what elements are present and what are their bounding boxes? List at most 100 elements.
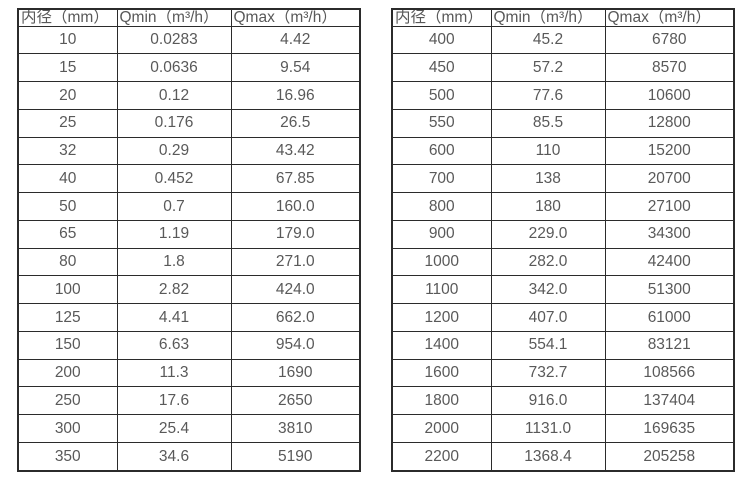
table-cell: 27100 bbox=[604, 192, 735, 221]
table-cell: 2.82 bbox=[116, 275, 232, 304]
table-cell: 205258 bbox=[604, 441, 735, 472]
table-cell: 550 bbox=[391, 108, 492, 138]
table-cell: 0.7 bbox=[116, 192, 232, 221]
table-cell: 1690 bbox=[230, 358, 361, 388]
table-cell: 45.2 bbox=[490, 25, 606, 55]
table-cell: 1200 bbox=[391, 303, 492, 332]
table-cell: 42400 bbox=[604, 247, 735, 277]
table-cell: 169635 bbox=[604, 414, 735, 443]
table-row: 2200 1368.4 205258 bbox=[391, 441, 735, 472]
header-row: 内径（mm） Qmin（m³/h） Qmax（m³/h） bbox=[17, 8, 361, 27]
table-cell: 250 bbox=[17, 386, 118, 415]
table-cell: 160.0 bbox=[230, 192, 361, 221]
column-header: 内径（mm） bbox=[17, 8, 118, 27]
table-cell: 1800 bbox=[391, 386, 492, 415]
table-row: 2000 1131.0 169635 bbox=[391, 414, 735, 443]
table-cell: 10600 bbox=[604, 81, 735, 110]
table-cell: 0.12 bbox=[116, 81, 232, 110]
table-cell: 32 bbox=[17, 136, 118, 166]
table-row: 1800 916.0 137404 bbox=[391, 386, 735, 415]
table-cell: 0.176 bbox=[116, 108, 232, 138]
table-cell: 916.0 bbox=[490, 386, 606, 415]
table-cell: 20 bbox=[17, 81, 118, 110]
table-cell: 1600 bbox=[391, 358, 492, 388]
table-cell: 700 bbox=[391, 164, 492, 193]
table-cell: 15 bbox=[17, 53, 118, 82]
table-cell: 25.4 bbox=[116, 414, 232, 443]
table-cell: 1131.0 bbox=[490, 414, 606, 443]
table-row: 1000 282.0 42400 bbox=[391, 247, 735, 277]
table-cell: 25 bbox=[17, 108, 118, 138]
table-cell: 0.452 bbox=[116, 164, 232, 193]
table-row: 32 0.29 43.42 bbox=[17, 136, 361, 166]
table-cell: 229.0 bbox=[490, 219, 606, 249]
table-cell: 80 bbox=[17, 247, 118, 277]
table-cell: 67.85 bbox=[230, 164, 361, 193]
table-row: 600 110 15200 bbox=[391, 136, 735, 166]
table-cell: 150 bbox=[17, 330, 118, 360]
table-cell: 1000 bbox=[391, 247, 492, 277]
table-cell: 11.3 bbox=[116, 358, 232, 388]
table-cell: 43.42 bbox=[230, 136, 361, 166]
table-row: 700 138 20700 bbox=[391, 164, 735, 193]
table-cell: 77.6 bbox=[490, 81, 606, 110]
table-cell: 400 bbox=[391, 25, 492, 55]
table-cell: 85.5 bbox=[490, 108, 606, 138]
table-row: 250 17.6 2650 bbox=[17, 386, 361, 415]
table-cell: 554.1 bbox=[490, 330, 606, 360]
table-cell: 732.7 bbox=[490, 358, 606, 388]
table-cell: 500 bbox=[391, 81, 492, 110]
table-cell: 200 bbox=[17, 358, 118, 388]
table-cell: 15200 bbox=[604, 136, 735, 166]
table-row: 65 1.19 179.0 bbox=[17, 219, 361, 249]
column-header: Qmax（m³/h） bbox=[604, 8, 735, 27]
table-cell: 271.0 bbox=[230, 247, 361, 277]
table-cell: 800 bbox=[391, 192, 492, 221]
table-row: 350 34.6 5190 bbox=[17, 441, 361, 472]
table-cell: 57.2 bbox=[490, 53, 606, 82]
table-cell: 2000 bbox=[391, 414, 492, 443]
column-header: Qmin（m³/h） bbox=[490, 8, 606, 27]
column-header: 内径（mm） bbox=[391, 8, 492, 27]
table-cell: 34300 bbox=[604, 219, 735, 249]
table-cell: 954.0 bbox=[230, 330, 361, 360]
table-row: 200 11.3 1690 bbox=[17, 358, 361, 388]
table-cell: 65 bbox=[17, 219, 118, 249]
header-row: 内径（mm） Qmin（m³/h） Qmax（m³/h） bbox=[391, 8, 735, 27]
table-cell: 0.0636 bbox=[116, 53, 232, 82]
table-row: 400 45.2 6780 bbox=[391, 25, 735, 55]
table-cell: 179.0 bbox=[230, 219, 361, 249]
table-cell: 17.6 bbox=[116, 386, 232, 415]
table-row: 800 180 27100 bbox=[391, 192, 735, 221]
table-cell: 100 bbox=[17, 275, 118, 304]
table-cell: 34.6 bbox=[116, 441, 232, 472]
table-cell: 450 bbox=[391, 53, 492, 82]
flow-range-table-large-diameters: 内径（mm） Qmin（m³/h） Qmax（m³/h） 400 45.2 6780 45… bbox=[391, 8, 735, 472]
table-cell: 0.29 bbox=[116, 136, 232, 166]
table-row: 15 0.0636 9.54 bbox=[17, 53, 361, 82]
table-cell: 662.0 bbox=[230, 303, 361, 332]
table-row: 450 57.2 8570 bbox=[391, 53, 735, 82]
table-cell: 1100 bbox=[391, 275, 492, 304]
table-cell: 2200 bbox=[391, 441, 492, 472]
table-cell: 0.0283 bbox=[116, 25, 232, 55]
table-cell: 83121 bbox=[604, 330, 735, 360]
table-cell: 9.54 bbox=[230, 53, 361, 82]
table-cell: 40 bbox=[17, 164, 118, 193]
table-cell: 16.96 bbox=[230, 81, 361, 110]
table-cell: 26.5 bbox=[230, 108, 361, 138]
table-row: 500 77.6 10600 bbox=[391, 81, 735, 110]
table-row: 900 229.0 34300 bbox=[391, 219, 735, 249]
table-cell: 125 bbox=[17, 303, 118, 332]
table-row: 80 1.8 271.0 bbox=[17, 247, 361, 277]
table-row: 25 0.176 26.5 bbox=[17, 108, 361, 138]
table-cell: 6.63 bbox=[116, 330, 232, 360]
table-cell: 6780 bbox=[604, 25, 735, 55]
table-cell: 108566 bbox=[604, 358, 735, 388]
table-row: 125 4.41 662.0 bbox=[17, 303, 361, 332]
table-cell: 300 bbox=[17, 414, 118, 443]
table-cell: 3810 bbox=[230, 414, 361, 443]
table-row: 300 25.4 3810 bbox=[17, 414, 361, 443]
table-cell: 137404 bbox=[604, 386, 735, 415]
